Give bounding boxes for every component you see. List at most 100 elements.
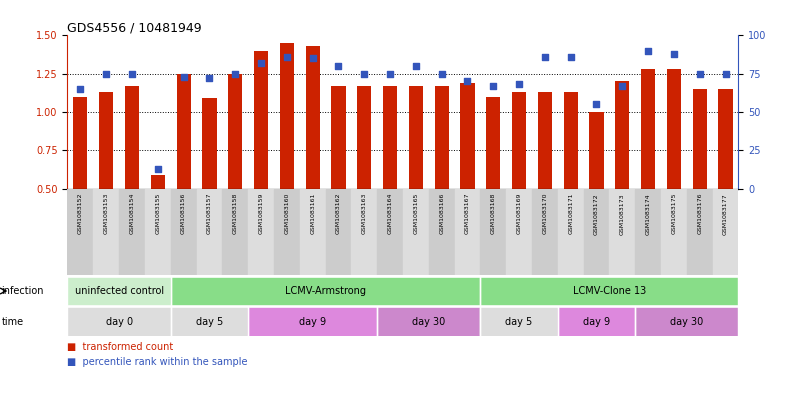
Text: GSM1083160: GSM1083160: [284, 193, 289, 234]
Bar: [558, 309, 635, 335]
Text: uninfected control: uninfected control: [75, 286, 164, 296]
Text: GSM1083169: GSM1083169: [517, 193, 522, 235]
Bar: [409, 86, 423, 189]
Text: GSM1083165: GSM1083165: [414, 193, 418, 234]
Bar: [486, 97, 500, 189]
Text: GSM1083153: GSM1083153: [104, 193, 109, 235]
Text: GSM1083158: GSM1083158: [233, 193, 237, 234]
Point: [229, 70, 241, 77]
Text: GSM1083170: GSM1083170: [542, 193, 547, 235]
Bar: [429, 189, 455, 275]
Text: GSM1083161: GSM1083161: [310, 193, 315, 234]
Text: GSM1083155: GSM1083155: [156, 193, 160, 234]
Text: GSM1083176: GSM1083176: [697, 193, 702, 235]
Text: GSM1083152: GSM1083152: [78, 193, 83, 235]
Bar: [532, 189, 557, 275]
Point: [719, 70, 732, 77]
Bar: [248, 189, 274, 275]
Bar: [589, 112, 603, 189]
Point: [616, 83, 629, 89]
Bar: [564, 92, 578, 189]
Point: [177, 73, 190, 80]
Bar: [228, 73, 242, 189]
Point: [203, 75, 216, 81]
Bar: [635, 189, 661, 275]
Text: day 30: day 30: [412, 317, 445, 327]
Text: GSM1083171: GSM1083171: [569, 193, 573, 235]
Point: [306, 55, 319, 61]
Point: [358, 70, 371, 77]
Bar: [248, 309, 377, 335]
Text: ■  transformed count: ■ transformed count: [67, 342, 174, 352]
Point: [332, 63, 345, 69]
Bar: [67, 278, 171, 304]
Point: [410, 63, 422, 69]
Bar: [331, 86, 345, 189]
Text: day 5: day 5: [506, 317, 533, 327]
Bar: [692, 89, 707, 189]
Text: ■  percentile rank within the sample: ■ percentile rank within the sample: [67, 356, 248, 367]
Bar: [454, 189, 480, 275]
Text: day 5: day 5: [196, 317, 223, 327]
Bar: [326, 189, 352, 275]
Bar: [197, 189, 222, 275]
Bar: [403, 189, 429, 275]
Point: [100, 70, 113, 77]
Bar: [667, 69, 681, 189]
Text: GDS4556 / 10481949: GDS4556 / 10481949: [67, 22, 202, 35]
Text: GSM1083175: GSM1083175: [672, 193, 676, 235]
Point: [280, 54, 293, 60]
Bar: [641, 69, 655, 189]
Point: [152, 165, 164, 172]
Point: [461, 78, 474, 84]
Bar: [713, 189, 738, 275]
Text: GSM1083164: GSM1083164: [387, 193, 392, 235]
Bar: [610, 189, 635, 275]
Bar: [67, 189, 94, 275]
Bar: [383, 86, 397, 189]
Bar: [306, 46, 320, 189]
Text: GSM1083156: GSM1083156: [181, 193, 186, 234]
Bar: [377, 189, 403, 275]
Point: [693, 70, 706, 77]
Bar: [480, 189, 507, 275]
Text: GSM1083157: GSM1083157: [207, 193, 212, 235]
Bar: [635, 309, 738, 335]
Text: LCMV-Armstrong: LCMV-Armstrong: [285, 286, 366, 296]
Text: GSM1083168: GSM1083168: [491, 193, 495, 234]
Point: [538, 54, 551, 60]
Bar: [461, 83, 475, 189]
Bar: [99, 92, 114, 189]
Bar: [94, 189, 119, 275]
Text: GSM1083154: GSM1083154: [129, 193, 134, 235]
Point: [255, 60, 268, 66]
Bar: [584, 189, 610, 275]
Text: day 30: day 30: [670, 317, 703, 327]
Point: [642, 48, 654, 54]
Point: [565, 54, 577, 60]
Point: [74, 86, 87, 92]
Text: GSM1083172: GSM1083172: [594, 193, 599, 235]
Text: day 9: day 9: [583, 317, 610, 327]
Bar: [119, 189, 145, 275]
Text: day 0: day 0: [106, 317, 133, 327]
Bar: [615, 81, 630, 189]
Bar: [254, 51, 268, 189]
Text: GSM1083167: GSM1083167: [465, 193, 470, 235]
Bar: [351, 189, 377, 275]
Text: GSM1083163: GSM1083163: [362, 193, 367, 235]
Text: GSM1083162: GSM1083162: [336, 193, 341, 235]
Bar: [67, 309, 171, 335]
Bar: [687, 189, 713, 275]
Point: [668, 51, 680, 57]
Text: LCMV-Clone 13: LCMV-Clone 13: [572, 286, 646, 296]
Bar: [507, 189, 532, 275]
Text: infection: infection: [2, 286, 44, 296]
Text: time: time: [2, 317, 24, 327]
Text: GSM1083173: GSM1083173: [620, 193, 625, 235]
Text: day 9: day 9: [299, 317, 326, 327]
Bar: [300, 189, 326, 275]
Bar: [274, 189, 300, 275]
Point: [125, 70, 138, 77]
Bar: [558, 189, 584, 275]
